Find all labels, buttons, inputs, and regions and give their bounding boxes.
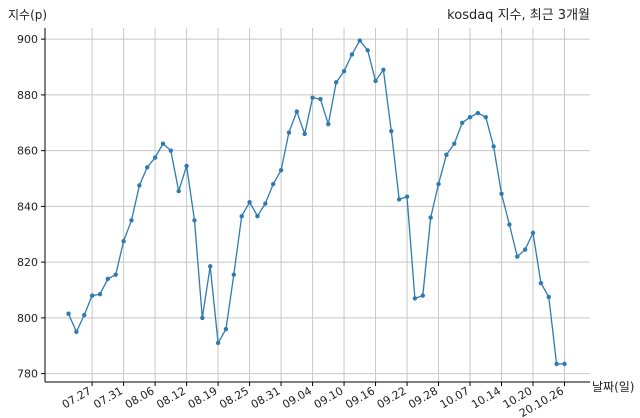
x-axis-label: 날짜(일) [592,380,634,394]
x-tick-labels: 07.2707.3108.0608.1208.1908.2508.3109.04… [60,384,566,418]
data-point [263,201,268,206]
data-point [113,272,118,277]
data-point [247,200,252,205]
data-point [341,69,347,74]
data-point [365,48,370,53]
data-point [89,293,95,298]
data-point [546,294,551,300]
x-tick-label: 08.19 [186,384,220,411]
data-point [499,191,504,197]
data-point [121,239,126,244]
x-tick-label: 09.10 [312,384,346,411]
x-tick-label: 08.31 [249,384,283,411]
data-point [491,144,496,149]
data-point [208,264,213,269]
data-point [302,131,307,137]
y-tick-labels: 780 800 820 840 860 880 900 [17,33,38,380]
y-tick-label: 860 [17,145,38,158]
data-point [294,109,300,114]
chart-title: kosdaq 지수, 최근 3개월 [447,8,590,23]
data-point [333,80,339,85]
y-tick-label: 880 [17,89,38,102]
data-point [168,148,174,153]
x-tick-label: 10.07 [438,384,472,411]
y-tick-label: 800 [17,312,38,325]
data-point [475,110,481,116]
data-point [467,114,473,120]
data-point [286,130,292,135]
x-tick-label: 08.06 [123,384,157,411]
data-point [310,95,315,100]
data-point [192,218,197,223]
x-tick-label: 09.28 [406,384,440,411]
x-tick-label: 08.12 [154,384,188,411]
x-tick-label: 08.25 [217,384,251,411]
data-point [554,361,559,367]
y-tick-label: 840 [17,200,38,213]
data-point [278,167,284,173]
data-point [66,311,71,316]
data-point [97,291,103,297]
data-point [436,181,441,187]
axes [41,28,590,386]
series-line [67,39,565,365]
data-point [507,222,512,227]
data-point [215,340,221,346]
data-point [396,197,402,202]
data-point [404,194,410,199]
data-point [82,312,87,318]
data-point [349,52,355,57]
data-point [318,96,323,102]
data-point [200,315,205,321]
data-point [444,152,449,158]
grid [45,28,590,382]
x-tick-label: 07.27 [60,384,94,411]
data-point [152,155,158,160]
data-point [538,280,544,286]
data-point [270,181,276,187]
data-point [184,163,189,169]
data-point [420,293,425,298]
data-point [231,272,237,277]
y-tick-label: 780 [17,368,38,381]
y-tick-label: 820 [17,256,38,269]
data-point [255,213,260,219]
y-axis-label: 지수(p) [8,8,47,22]
data-point [74,329,79,335]
data-point [459,120,465,125]
data-point [389,128,394,134]
x-tick-label: 10.14 [469,384,503,411]
data-point [373,78,378,84]
data-point [515,254,520,259]
data-point [137,183,142,188]
x-tick-label: 09.22 [375,384,409,411]
series [66,38,567,367]
data-point [357,38,363,43]
data-point [326,121,331,127]
data-point [145,165,150,170]
data-point [428,215,433,220]
data-point [223,326,229,332]
data-point [522,247,528,252]
x-tick-label: 07.31 [91,384,125,411]
data-point [105,276,111,282]
data-point [530,230,536,236]
data-point [239,213,244,219]
x-tick-label: 09.16 [343,384,377,411]
data-point [562,361,567,367]
data-point [452,141,457,146]
data-point [412,296,418,301]
y-tick-label: 900 [17,33,38,46]
data-point [160,141,166,146]
data-point [129,218,134,223]
x-tick-label: 09.04 [280,384,314,411]
data-point [381,67,386,73]
data-point [176,188,181,194]
data-point [483,114,488,120]
